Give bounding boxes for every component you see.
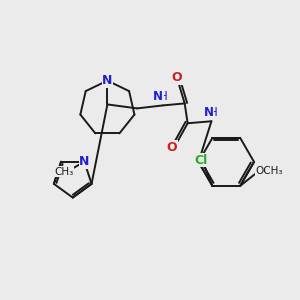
Text: H: H	[158, 90, 167, 103]
Text: OCH₃: OCH₃	[255, 166, 283, 176]
Text: H: H	[209, 106, 218, 119]
Text: N: N	[153, 90, 163, 103]
Text: Cl: Cl	[194, 154, 207, 167]
Text: N: N	[79, 155, 90, 168]
Text: N: N	[102, 74, 112, 87]
Text: N: N	[203, 106, 214, 119]
Text: O: O	[167, 140, 177, 154]
Text: O: O	[171, 71, 182, 84]
Text: CH₃: CH₃	[54, 167, 73, 177]
